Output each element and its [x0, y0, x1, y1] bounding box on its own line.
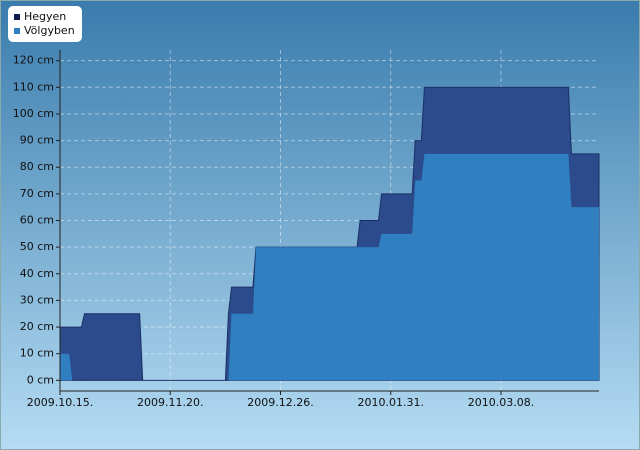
legend-swatch [14, 28, 20, 34]
y-tick-label: 50 cm [20, 240, 54, 253]
y-tick-label: 70 cm [20, 187, 54, 200]
y-tick-label: 120 cm [13, 54, 54, 67]
y-tick-label: 80 cm [20, 160, 54, 173]
x-tick-label: 2009.10.15. [27, 396, 93, 409]
y-tick-label: 60 cm [20, 214, 54, 227]
legend-label: Hegyen [24, 10, 66, 23]
x-tick-label: 2009.11.20. [137, 396, 203, 409]
area [60, 153, 599, 381]
x-tick-label: 2010.01.31. [358, 396, 424, 409]
y-tick-label: 20 cm [20, 320, 54, 333]
y-tick-label: 10 cm [20, 347, 54, 360]
y-tick-label: 40 cm [20, 267, 54, 280]
legend-swatch [14, 14, 20, 20]
legend-box [8, 6, 82, 42]
y-tick-label: 100 cm [13, 107, 54, 120]
y-tick-label: 30 cm [20, 293, 54, 306]
y-tick-label: 110 cm [13, 80, 54, 93]
legend-label: Völgyben [24, 24, 75, 37]
y-tick-label: 90 cm [20, 134, 54, 147]
x-tick-label: 2009.12.26. [247, 396, 313, 409]
x-tick-label: 2010.03.08. [468, 396, 534, 409]
y-tick-label: 0 cm [27, 373, 54, 386]
